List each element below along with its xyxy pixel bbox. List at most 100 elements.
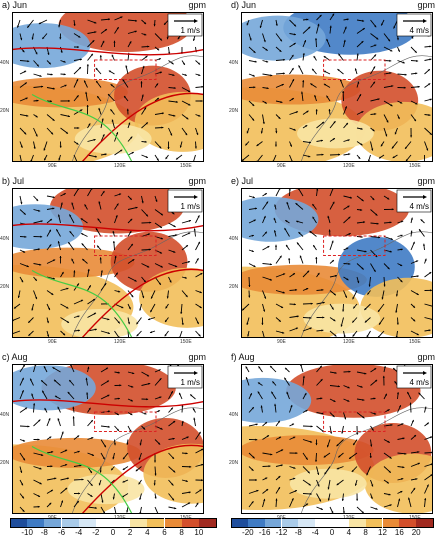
wind-vector xyxy=(154,396,162,400)
wind-vector xyxy=(127,195,133,201)
wind-vector xyxy=(410,127,413,138)
contour-shading xyxy=(364,453,433,514)
wind-vector xyxy=(342,303,345,312)
wind-vector xyxy=(168,249,176,253)
wind-vector xyxy=(86,105,89,115)
wind-vector xyxy=(302,53,305,61)
wind-vector xyxy=(127,41,132,48)
wind-vector xyxy=(100,270,103,278)
colorbar-segment xyxy=(61,518,79,528)
wind-vector xyxy=(273,230,277,237)
wind-vector xyxy=(289,141,293,147)
wind-vector xyxy=(181,317,184,326)
wind-vector xyxy=(302,503,309,508)
wind-vector xyxy=(100,28,108,34)
wind-vector xyxy=(136,330,142,337)
wind-vector xyxy=(60,84,67,88)
wind-vector xyxy=(289,303,296,306)
wind-vector xyxy=(323,70,331,75)
wind-vector xyxy=(274,141,278,147)
wind-vector xyxy=(302,39,307,48)
wind-vector xyxy=(370,263,376,273)
wind-vector xyxy=(87,452,95,456)
latitude-tick-label: 20N xyxy=(0,284,10,290)
wind-vector xyxy=(298,231,304,237)
wind-vector xyxy=(44,407,48,413)
wind-vector xyxy=(316,301,325,305)
wind-vector xyxy=(410,317,416,322)
wind-vector xyxy=(343,139,350,142)
colorbar-tick-label: 8 xyxy=(363,528,368,537)
wind-vector xyxy=(262,245,270,251)
wind-vector xyxy=(246,317,250,326)
wind-vector xyxy=(28,330,34,337)
wind-vector xyxy=(275,100,283,104)
wind-vector xyxy=(181,127,188,136)
wind-vector xyxy=(248,276,251,287)
wind-vector xyxy=(274,204,277,210)
wind-vector xyxy=(316,188,319,197)
wind-vector xyxy=(181,465,192,468)
wind-vector xyxy=(377,303,385,313)
wind-vector xyxy=(58,154,61,161)
wind-vector xyxy=(323,452,331,458)
wind-vector xyxy=(329,153,341,156)
wind-vector xyxy=(127,290,134,298)
wind-vector xyxy=(31,33,34,40)
wind-vector xyxy=(73,478,84,481)
wind-vector xyxy=(378,317,385,326)
wind-vector xyxy=(409,402,412,413)
wind-vector xyxy=(58,19,61,28)
wind-vector xyxy=(112,230,115,237)
wind-vector xyxy=(33,505,40,508)
wind-vector xyxy=(397,498,401,508)
wind-vector xyxy=(71,202,75,210)
wind-vector xyxy=(289,327,299,332)
wind-vector xyxy=(29,378,34,386)
wind-vector xyxy=(395,290,398,297)
wind-vector xyxy=(380,141,385,147)
wind-vector xyxy=(73,19,76,26)
wind-vector xyxy=(260,405,263,413)
wind-vector xyxy=(316,121,325,129)
wind-vector xyxy=(19,407,28,413)
study-region-box xyxy=(323,59,386,80)
wind-vector xyxy=(154,369,161,373)
panel-label: a) Jun xyxy=(2,0,28,10)
wind-vector xyxy=(179,141,183,148)
wind-vector xyxy=(154,493,157,499)
wind-vector xyxy=(195,303,202,309)
wind-vector xyxy=(98,479,102,486)
wind-vector xyxy=(383,195,390,200)
wind-vector xyxy=(19,82,28,88)
wind-vector xyxy=(248,207,258,210)
wind-vector xyxy=(422,243,426,251)
wind-vector xyxy=(100,367,109,373)
wind-vector xyxy=(167,141,170,149)
wind-vector xyxy=(46,418,51,427)
wind-vector xyxy=(289,97,295,102)
wind-vector xyxy=(370,249,378,258)
wind-vector xyxy=(168,114,176,117)
wind-vector xyxy=(41,390,48,400)
wind-vector xyxy=(248,423,258,427)
wind-vector xyxy=(275,436,282,440)
wind-vector xyxy=(408,497,412,508)
wind-vector xyxy=(316,479,320,487)
reference-arrowhead xyxy=(423,195,427,199)
longitude-tick-label: 90E xyxy=(48,163,57,169)
contour-shading xyxy=(286,364,421,418)
wind-vector xyxy=(122,466,129,471)
wind-vector xyxy=(59,33,62,40)
wind-vector xyxy=(181,260,191,264)
wind-vector xyxy=(114,16,123,21)
wind-vector xyxy=(87,285,92,291)
wind-vector xyxy=(302,452,309,460)
wind-vector xyxy=(43,154,48,161)
wind-vector xyxy=(60,500,64,508)
map-plot: 4 m/s xyxy=(241,12,433,162)
contour-shading xyxy=(297,118,374,149)
wind-vector xyxy=(46,303,51,311)
wind-vector xyxy=(46,436,52,440)
wind-vector xyxy=(19,425,30,428)
